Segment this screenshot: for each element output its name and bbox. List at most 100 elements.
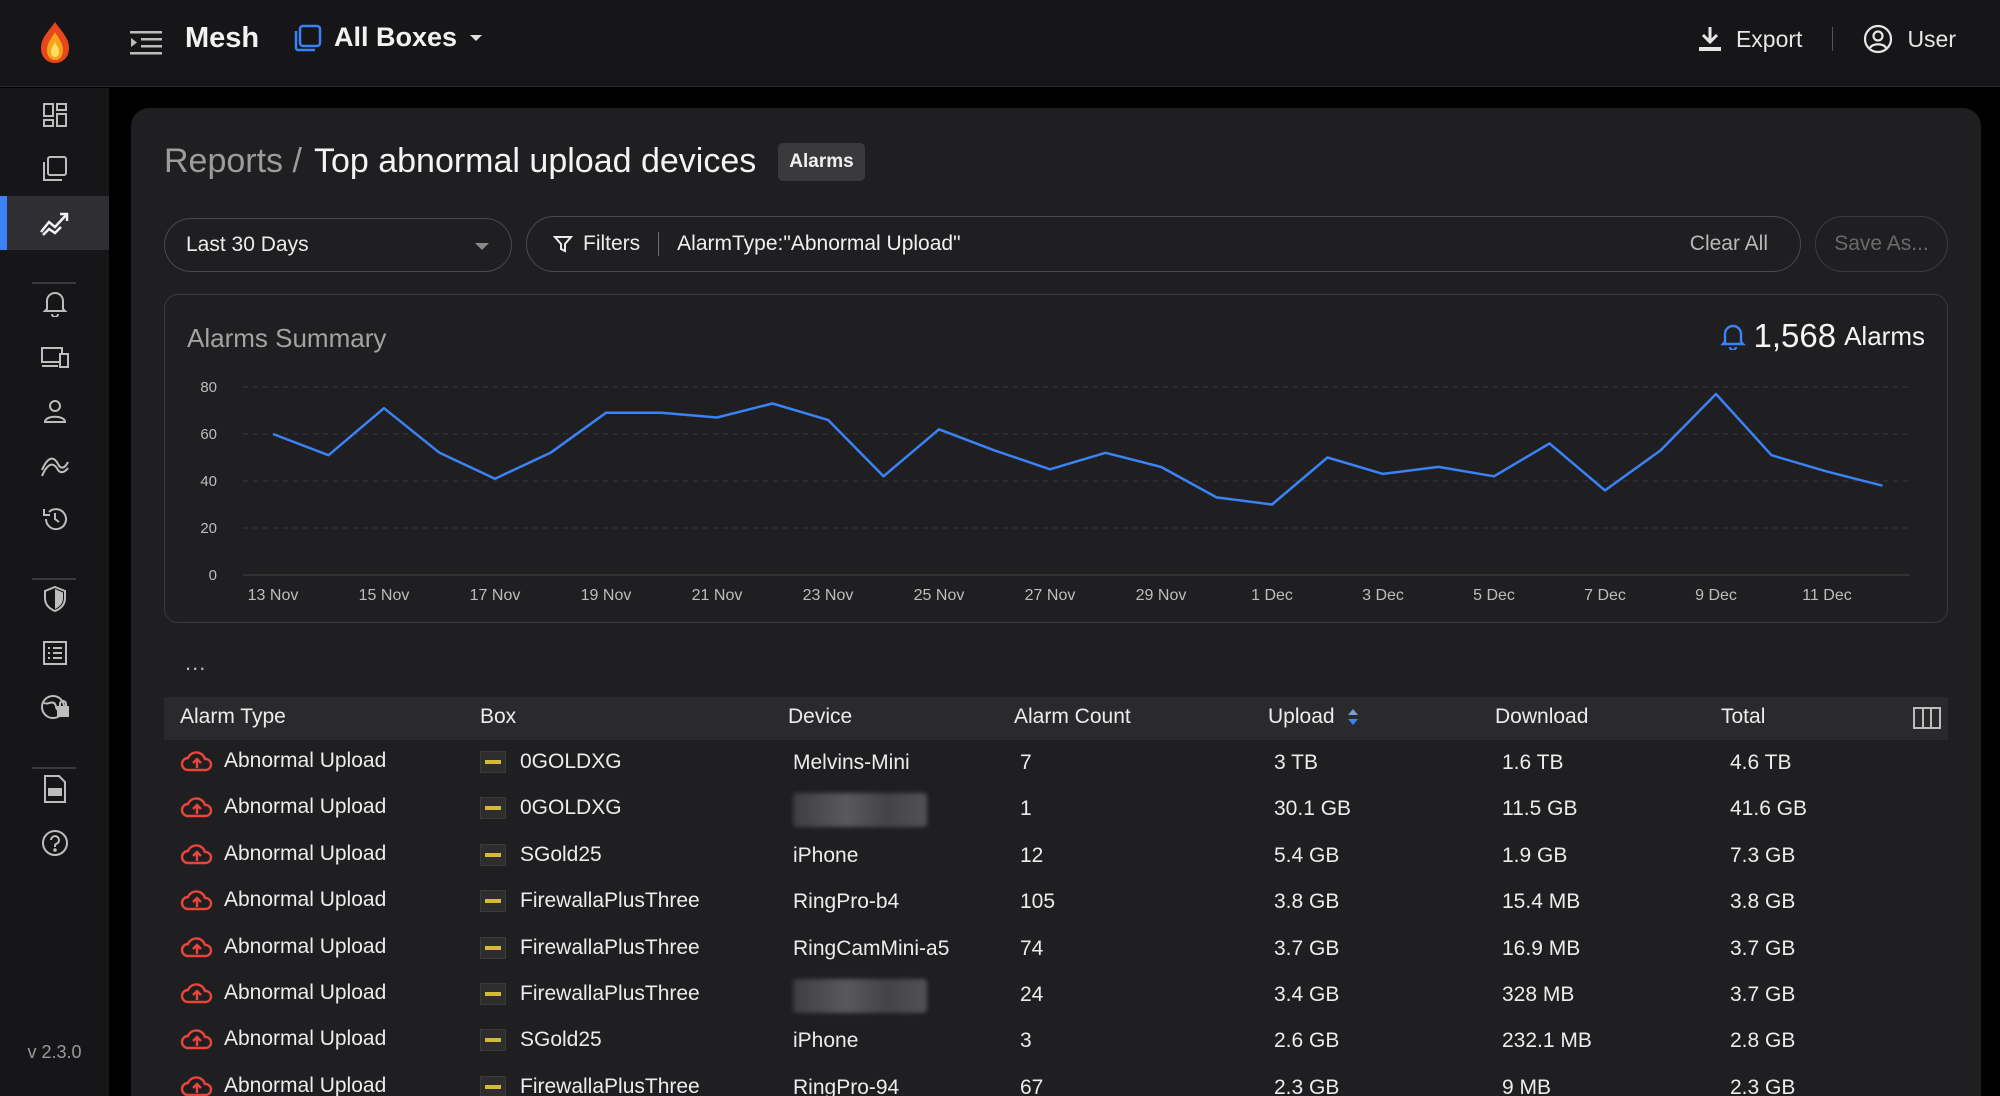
column-upload-label: Upload — [1268, 705, 1335, 728]
x-tick-label: 23 Nov — [803, 587, 854, 604]
cell-alarm-type: Abnormal Upload — [180, 1074, 386, 1096]
table-row[interactable]: Abnormal Upload SGold25 iPhone 12 5.4 GB 1.9 … — [164, 834, 1948, 880]
cell-device[interactable]: iPhone — [793, 843, 859, 867]
cloud-upload-icon — [180, 890, 213, 911]
cell-total: 3.7 GB — [1730, 936, 1796, 960]
cell-total: 7.3 GB — [1730, 843, 1796, 867]
shield-icon — [43, 585, 66, 613]
user-menu-button[interactable]: User — [1863, 24, 1956, 54]
nav-rules[interactable] — [0, 626, 109, 680]
cell-upload: 2.6 GB — [1274, 1029, 1340, 1053]
y-tick-label: 40 — [200, 473, 217, 490]
nav-help[interactable] — [0, 816, 109, 870]
table-row[interactable]: Abnormal Upload FirewallaPlusThree RingCam… — [164, 927, 1948, 973]
cell-device[interactable]: RingPro-b4 — [793, 890, 900, 914]
export-button[interactable]: Export — [1698, 26, 1802, 53]
columns-icon[interactable] — [1913, 707, 1941, 729]
nav-alarms[interactable] — [0, 276, 109, 330]
box-device-icon — [480, 890, 506, 913]
filter-bar[interactable]: Filters AlarmType:"Abnormal Upload" Clea… — [526, 216, 1801, 272]
table-row[interactable]: Abnormal Upload FirewallaPlusThree RingPro… — [164, 880, 1948, 926]
box-device-icon — [480, 843, 506, 866]
cell-alarm-count: 7 — [1020, 751, 1032, 774]
alarm-count-unit: Alarms — [1844, 320, 1925, 351]
nav-users[interactable] — [0, 384, 109, 438]
box-device-icon — [480, 936, 506, 959]
nav-api[interactable] — [0, 762, 109, 816]
cloud-upload-icon — [180, 844, 213, 864]
x-tick-label: 27 Nov — [1025, 587, 1076, 604]
column-alarm-type[interactable]: Alarm Type — [180, 705, 286, 728]
column-upload[interactable]: Upload — [1268, 705, 1359, 729]
cell-alarm-count: 74 — [1020, 936, 1044, 960]
column-box[interactable]: Box — [480, 705, 517, 728]
more-options-button[interactable]: ... — [185, 650, 207, 675]
table-row[interactable]: Abnormal Upload FirewallaPlusThree RingPro… — [164, 1066, 1948, 1096]
x-tick-label: 3 Dec — [1362, 587, 1404, 604]
cell-box: SGold25 — [480, 843, 602, 867]
nav-dashboard[interactable] — [0, 88, 109, 142]
cell-box: FirewallaPlusThree — [480, 936, 700, 960]
cell-upload: 2.3 GB — [1274, 1075, 1340, 1096]
time-range-select[interactable]: Last 30 Days — [164, 218, 512, 272]
box-name: FirewallaPlusThree — [520, 889, 700, 913]
nav-divider — [32, 578, 76, 580]
cell-device[interactable]: Melvins-Mini — [793, 751, 910, 774]
box-device-icon — [480, 751, 506, 773]
nav-boxes[interactable] — [0, 142, 109, 196]
filters-label: Filters — [583, 232, 641, 255]
box-name: 0GOLDXG — [520, 750, 622, 773]
filters-button[interactable]: Filters — [553, 232, 640, 256]
boxes-icon — [294, 24, 322, 51]
alarms-line-chart: 0 20 40 60 80 13 Nov 15 Nov 17 Nov 19 Nov 21 Nov 2… — [200, 379, 1910, 604]
nav-history[interactable] — [0, 492, 109, 546]
nav-divider — [32, 282, 76, 284]
save-as-button[interactable]: Save As... — [1815, 216, 1948, 272]
category-tag: Alarms — [778, 142, 865, 181]
cell-device[interactable]: iPhone — [793, 1029, 859, 1053]
nav-reports[interactable] — [0, 196, 109, 250]
table-row[interactable]: Abnormal Upload 0GOLDXG Melvins-Mini 7 3 TB 1… — [164, 741, 1948, 787]
nav-flows[interactable] — [0, 438, 109, 492]
table-row[interactable]: Abnormal Upload 0GOLDXG 1 30.1 GB 11.5 GB 41.… — [164, 787, 1948, 833]
nav-devices[interactable] — [0, 330, 109, 384]
alarm-type-label: Abnormal Upload — [224, 1027, 387, 1051]
cell-total: 2.8 GB — [1730, 1029, 1796, 1053]
cell-alarm-type: Abnormal Upload — [180, 935, 386, 959]
column-device[interactable]: Device — [788, 705, 853, 728]
cell-alarm-type: Abnormal Upload — [180, 795, 386, 819]
nav-security[interactable] — [0, 572, 109, 626]
box-name: FirewallaPlusThree — [520, 982, 700, 1005]
series-line[interactable] — [272, 392, 1883, 506]
cell-device[interactable]: RingCamMini-a5 — [793, 936, 950, 960]
box-selector-label: All Boxes — [334, 22, 458, 52]
version-label: v 2.3.0 — [27, 1042, 82, 1062]
column-total[interactable]: Total — [1721, 705, 1766, 728]
column-alarm-count[interactable]: Alarm Count — [1014, 705, 1131, 728]
firewalla-logo-icon[interactable] — [38, 20, 72, 64]
filter-expression[interactable]: AlarmType:"Abnormal Upload" — [677, 232, 961, 255]
cell-download: 1.9 GB — [1502, 843, 1568, 867]
list-icon — [42, 641, 67, 665]
table-row[interactable]: Abnormal Upload SGold25 iPhone 3 2.6 GB 232.1… — [164, 1019, 1948, 1065]
menu-toggle-icon[interactable] — [130, 28, 162, 58]
nav-network[interactable] — [0, 680, 109, 734]
y-tick-label: 0 — [209, 567, 217, 584]
chart-title: Alarms Summary — [187, 323, 387, 353]
cell-device[interactable]: RingPro-94 — [793, 1075, 900, 1096]
box-name: FirewallaPlusThree — [520, 935, 700, 959]
bell-icon — [42, 292, 67, 317]
column-download[interactable]: Download — [1495, 705, 1589, 728]
clear-all-button[interactable]: Clear All — [1689, 232, 1768, 255]
table-row[interactable]: Abnormal Upload FirewallaPlusThree 24 3.4 G… — [164, 973, 1948, 1019]
breadcrumb-reports-link[interactable]: Reports / — [164, 142, 302, 180]
top-bar: Mesh All Boxes Export User — [0, 0, 2000, 87]
cell-alarm-count: 24 — [1020, 983, 1044, 1006]
cell-alarm-type: Abnormal Upload — [180, 1027, 386, 1051]
cell-upload: 30.1 GB — [1274, 797, 1352, 821]
box-selector[interactable]: All Boxes — [294, 22, 483, 53]
x-tick-label: 29 Nov — [1136, 587, 1187, 604]
alarm-type-label: Abnormal Upload — [224, 934, 387, 958]
alarm-type-label: Abnormal Upload — [224, 749, 387, 772]
cloud-upload-icon — [180, 936, 213, 957]
